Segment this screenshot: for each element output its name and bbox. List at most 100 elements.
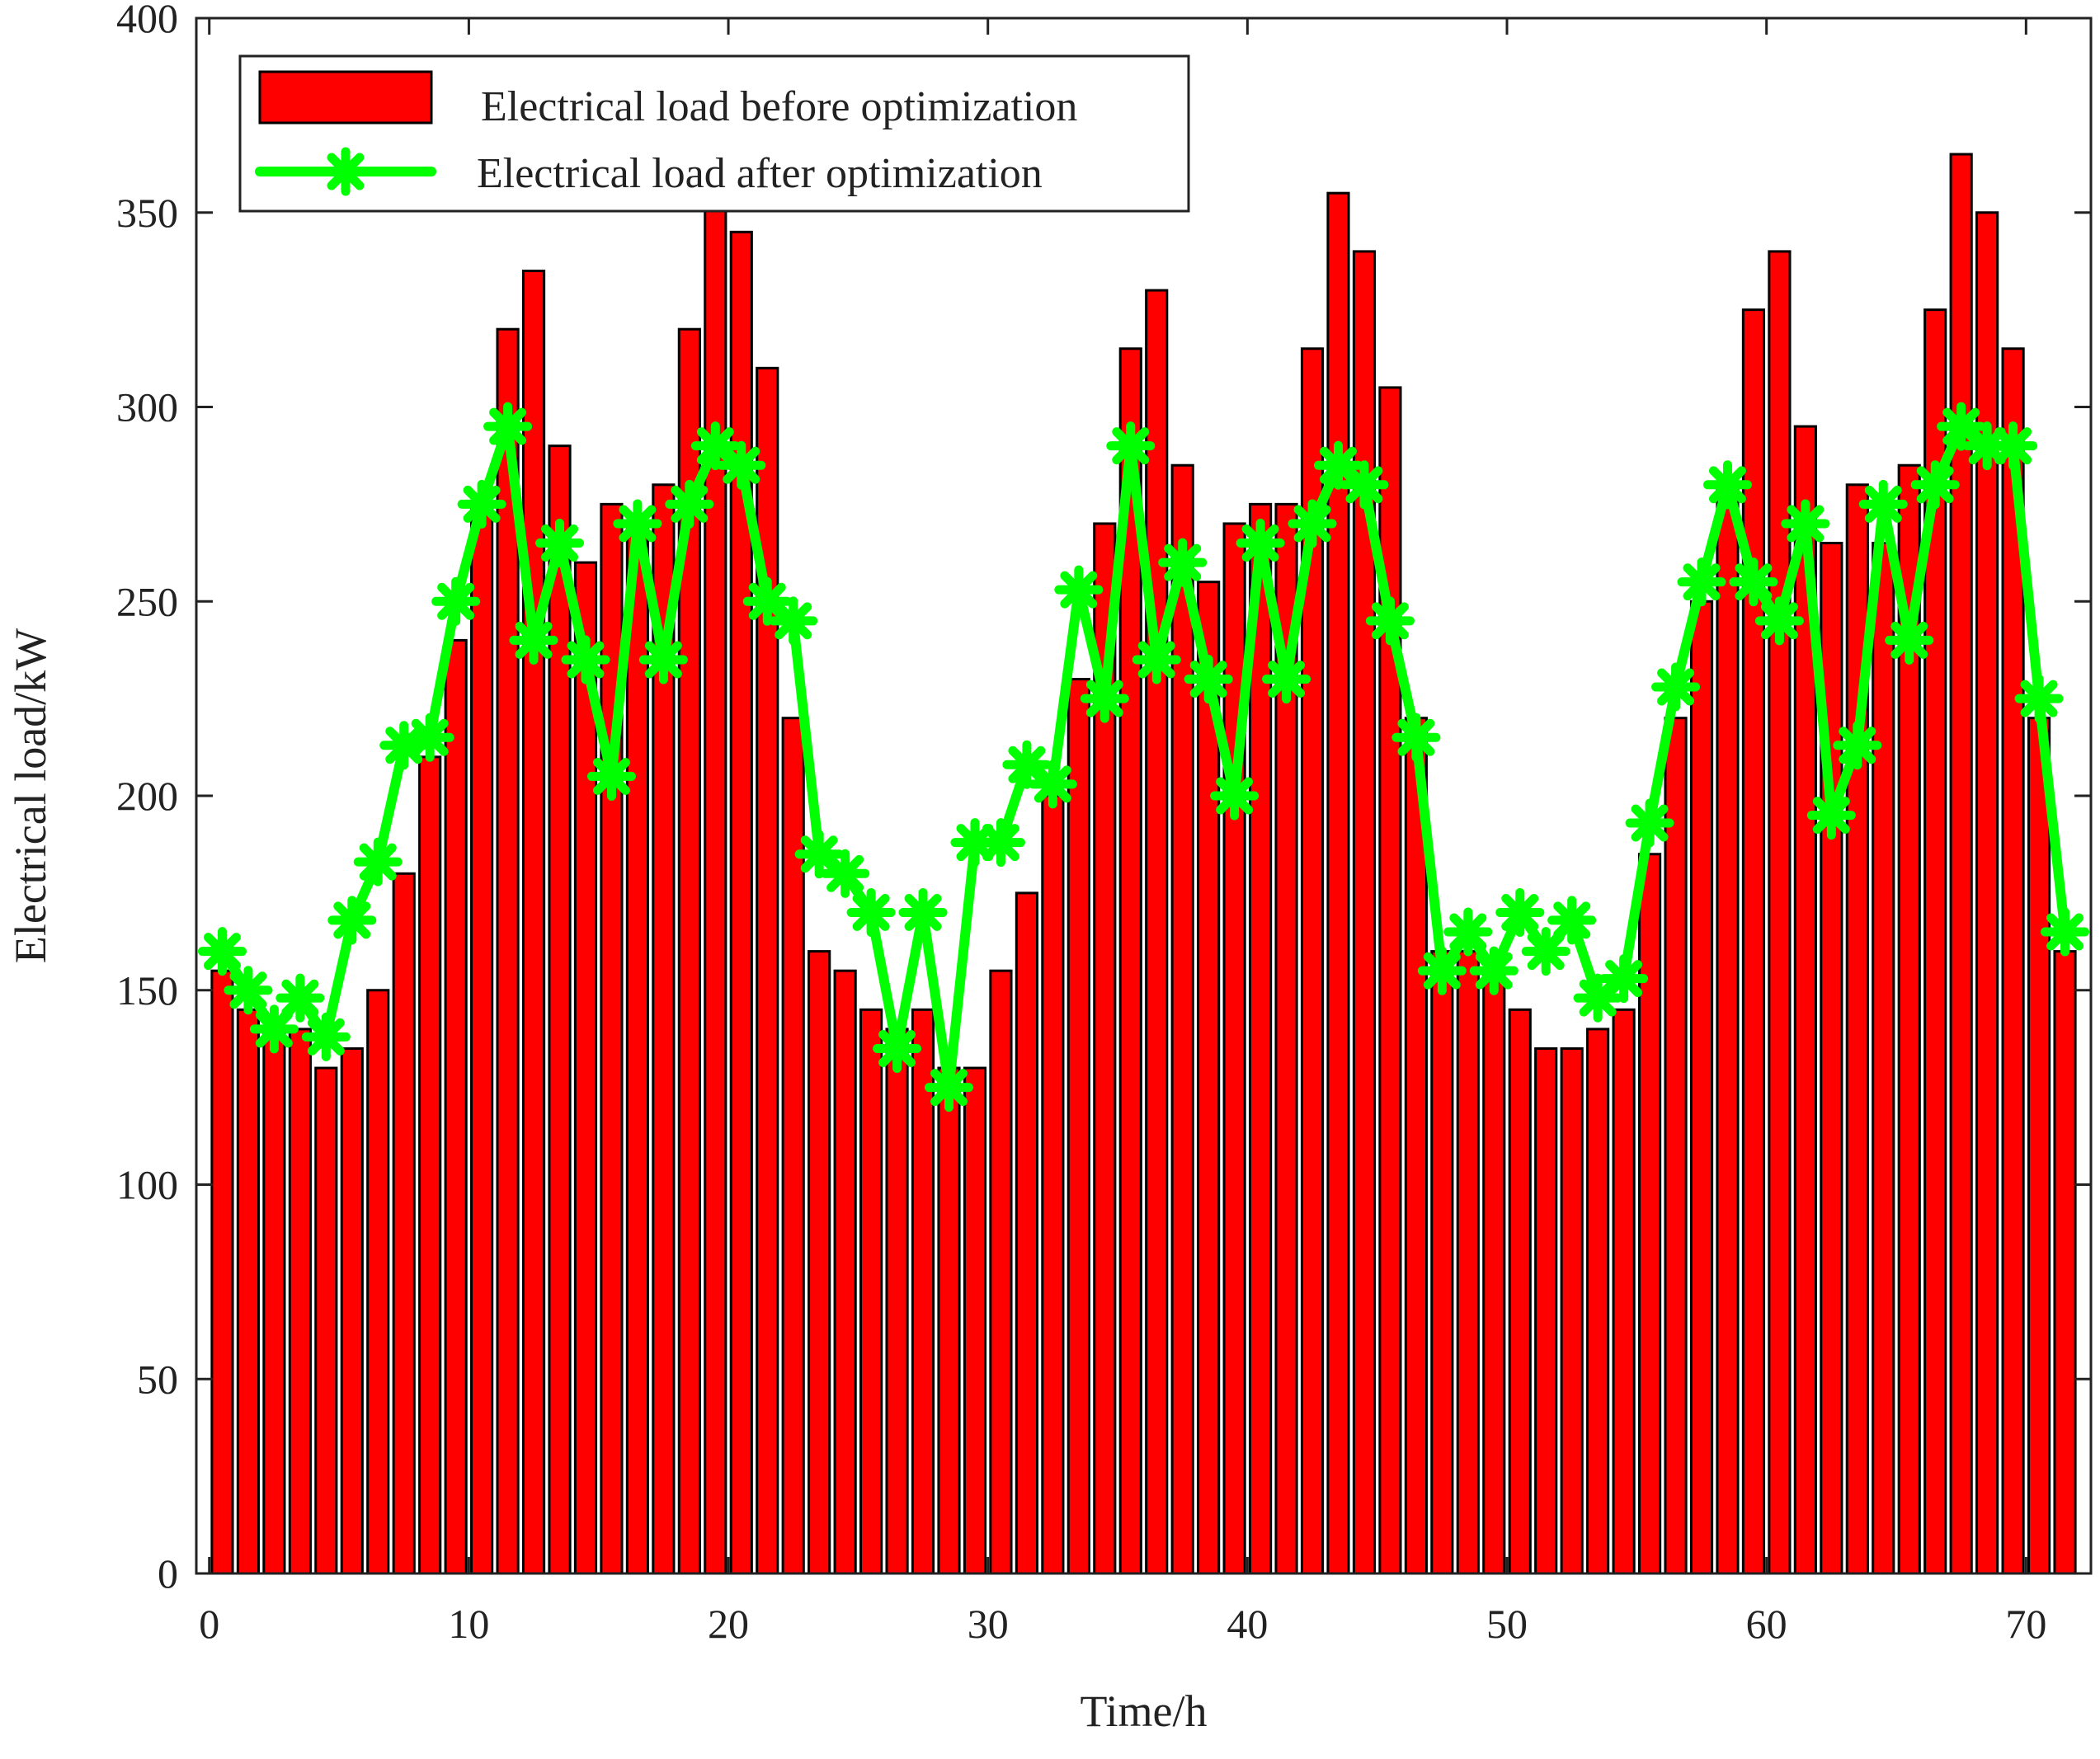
bar (548, 444, 572, 1575)
line-point (1521, 927, 1570, 976)
bar (418, 755, 442, 1575)
x-tick-label: 0 (199, 1601, 219, 1647)
bar (1456, 950, 1480, 1575)
line-point (224, 966, 273, 1015)
bar (1326, 191, 1350, 1575)
line-point (1028, 760, 1077, 809)
bar (1430, 950, 1454, 1575)
bar (1534, 1046, 1558, 1575)
line-point (898, 887, 948, 937)
bar (314, 1066, 338, 1575)
line-point (873, 1023, 922, 1073)
bar (937, 1066, 961, 1575)
line-point (1806, 791, 1856, 840)
bar (1170, 463, 1194, 1575)
x-tick-label: 50 (1486, 1601, 1528, 1647)
legend-label-before: Electrical load before optimization (481, 83, 1077, 130)
legend-asterisk-marker (321, 147, 370, 196)
line-point (1391, 713, 1441, 762)
bar (2053, 950, 2077, 1575)
line-point (353, 837, 403, 887)
y-tick-label: 300 (116, 384, 178, 430)
legend-bar-swatch (258, 70, 433, 125)
x-axis-label: Time/h (1080, 1686, 1207, 1736)
bar (781, 717, 805, 1575)
bar (1664, 717, 1688, 1575)
line-point (1547, 896, 1597, 945)
bar (911, 1008, 935, 1575)
bar (521, 269, 546, 1575)
line-point (1781, 499, 1830, 548)
bar (444, 638, 468, 1575)
bar (885, 1028, 909, 1575)
bar (1352, 250, 1377, 1575)
y-tick-label: 400 (116, 0, 178, 41)
line-point (1702, 460, 1752, 510)
bar (2027, 717, 2051, 1575)
line-point (275, 973, 325, 1023)
line-point (1184, 655, 1233, 704)
line-point (405, 713, 454, 762)
x-tick-label: 30 (968, 1601, 1009, 1647)
line-point (846, 887, 896, 937)
bar (1612, 1008, 1636, 1575)
line-point (1365, 596, 1415, 646)
bar (859, 1008, 883, 1575)
x-tick-label: 10 (448, 1601, 489, 1647)
bar (1249, 502, 1273, 1575)
line-point (1599, 954, 1649, 1004)
bar (1482, 969, 1506, 1575)
line-point (1236, 519, 1285, 568)
bar (1716, 483, 1740, 1575)
line-point (1495, 887, 1545, 937)
bar (1845, 483, 1869, 1575)
line-point (638, 635, 688, 684)
line-point (1132, 635, 1181, 684)
y-tick-label: 350 (116, 190, 178, 236)
line-point (509, 615, 558, 665)
bar (392, 872, 416, 1575)
x-tick-label: 20 (708, 1601, 749, 1647)
line-point (794, 830, 844, 879)
line-point (1288, 499, 1337, 548)
line-point (1080, 674, 1129, 723)
line-point (1858, 479, 1908, 529)
line-point (2041, 907, 2090, 957)
line-point (1210, 771, 1260, 821)
y-axis-label: Electrical load/kW (6, 628, 55, 963)
line-point (431, 576, 481, 626)
line-point (1417, 946, 1467, 995)
line-point (1833, 721, 1882, 770)
line-point (1469, 946, 1518, 995)
x-tick-label: 40 (1227, 1601, 1268, 1647)
bar (288, 1028, 312, 1575)
line-point (1989, 421, 2038, 471)
x-tick-label: 70 (2005, 1601, 2046, 1647)
line-point (457, 479, 506, 529)
line-point (1158, 538, 1208, 587)
markers-layer (197, 402, 2090, 1112)
y-tick-label: 0 (158, 1550, 178, 1597)
bar (1689, 600, 1714, 1575)
line-point (717, 440, 766, 490)
line-point (1313, 440, 1363, 490)
bar (1768, 250, 1792, 1575)
bar (1975, 211, 1999, 1575)
line-point (197, 927, 247, 976)
line-point (1910, 460, 1960, 510)
bar (729, 230, 753, 1575)
bar (1508, 1008, 1532, 1575)
bar (1041, 794, 1065, 1575)
bar (704, 172, 727, 1575)
line-point (1002, 740, 1052, 789)
line-point (769, 596, 818, 646)
bar (1066, 678, 1090, 1575)
bar (1872, 542, 1895, 1575)
bar (1560, 1046, 1584, 1575)
line-point (613, 499, 662, 548)
bar (470, 502, 494, 1575)
bar (963, 1066, 987, 1575)
line-point (690, 421, 740, 471)
line-point (1106, 421, 1156, 471)
